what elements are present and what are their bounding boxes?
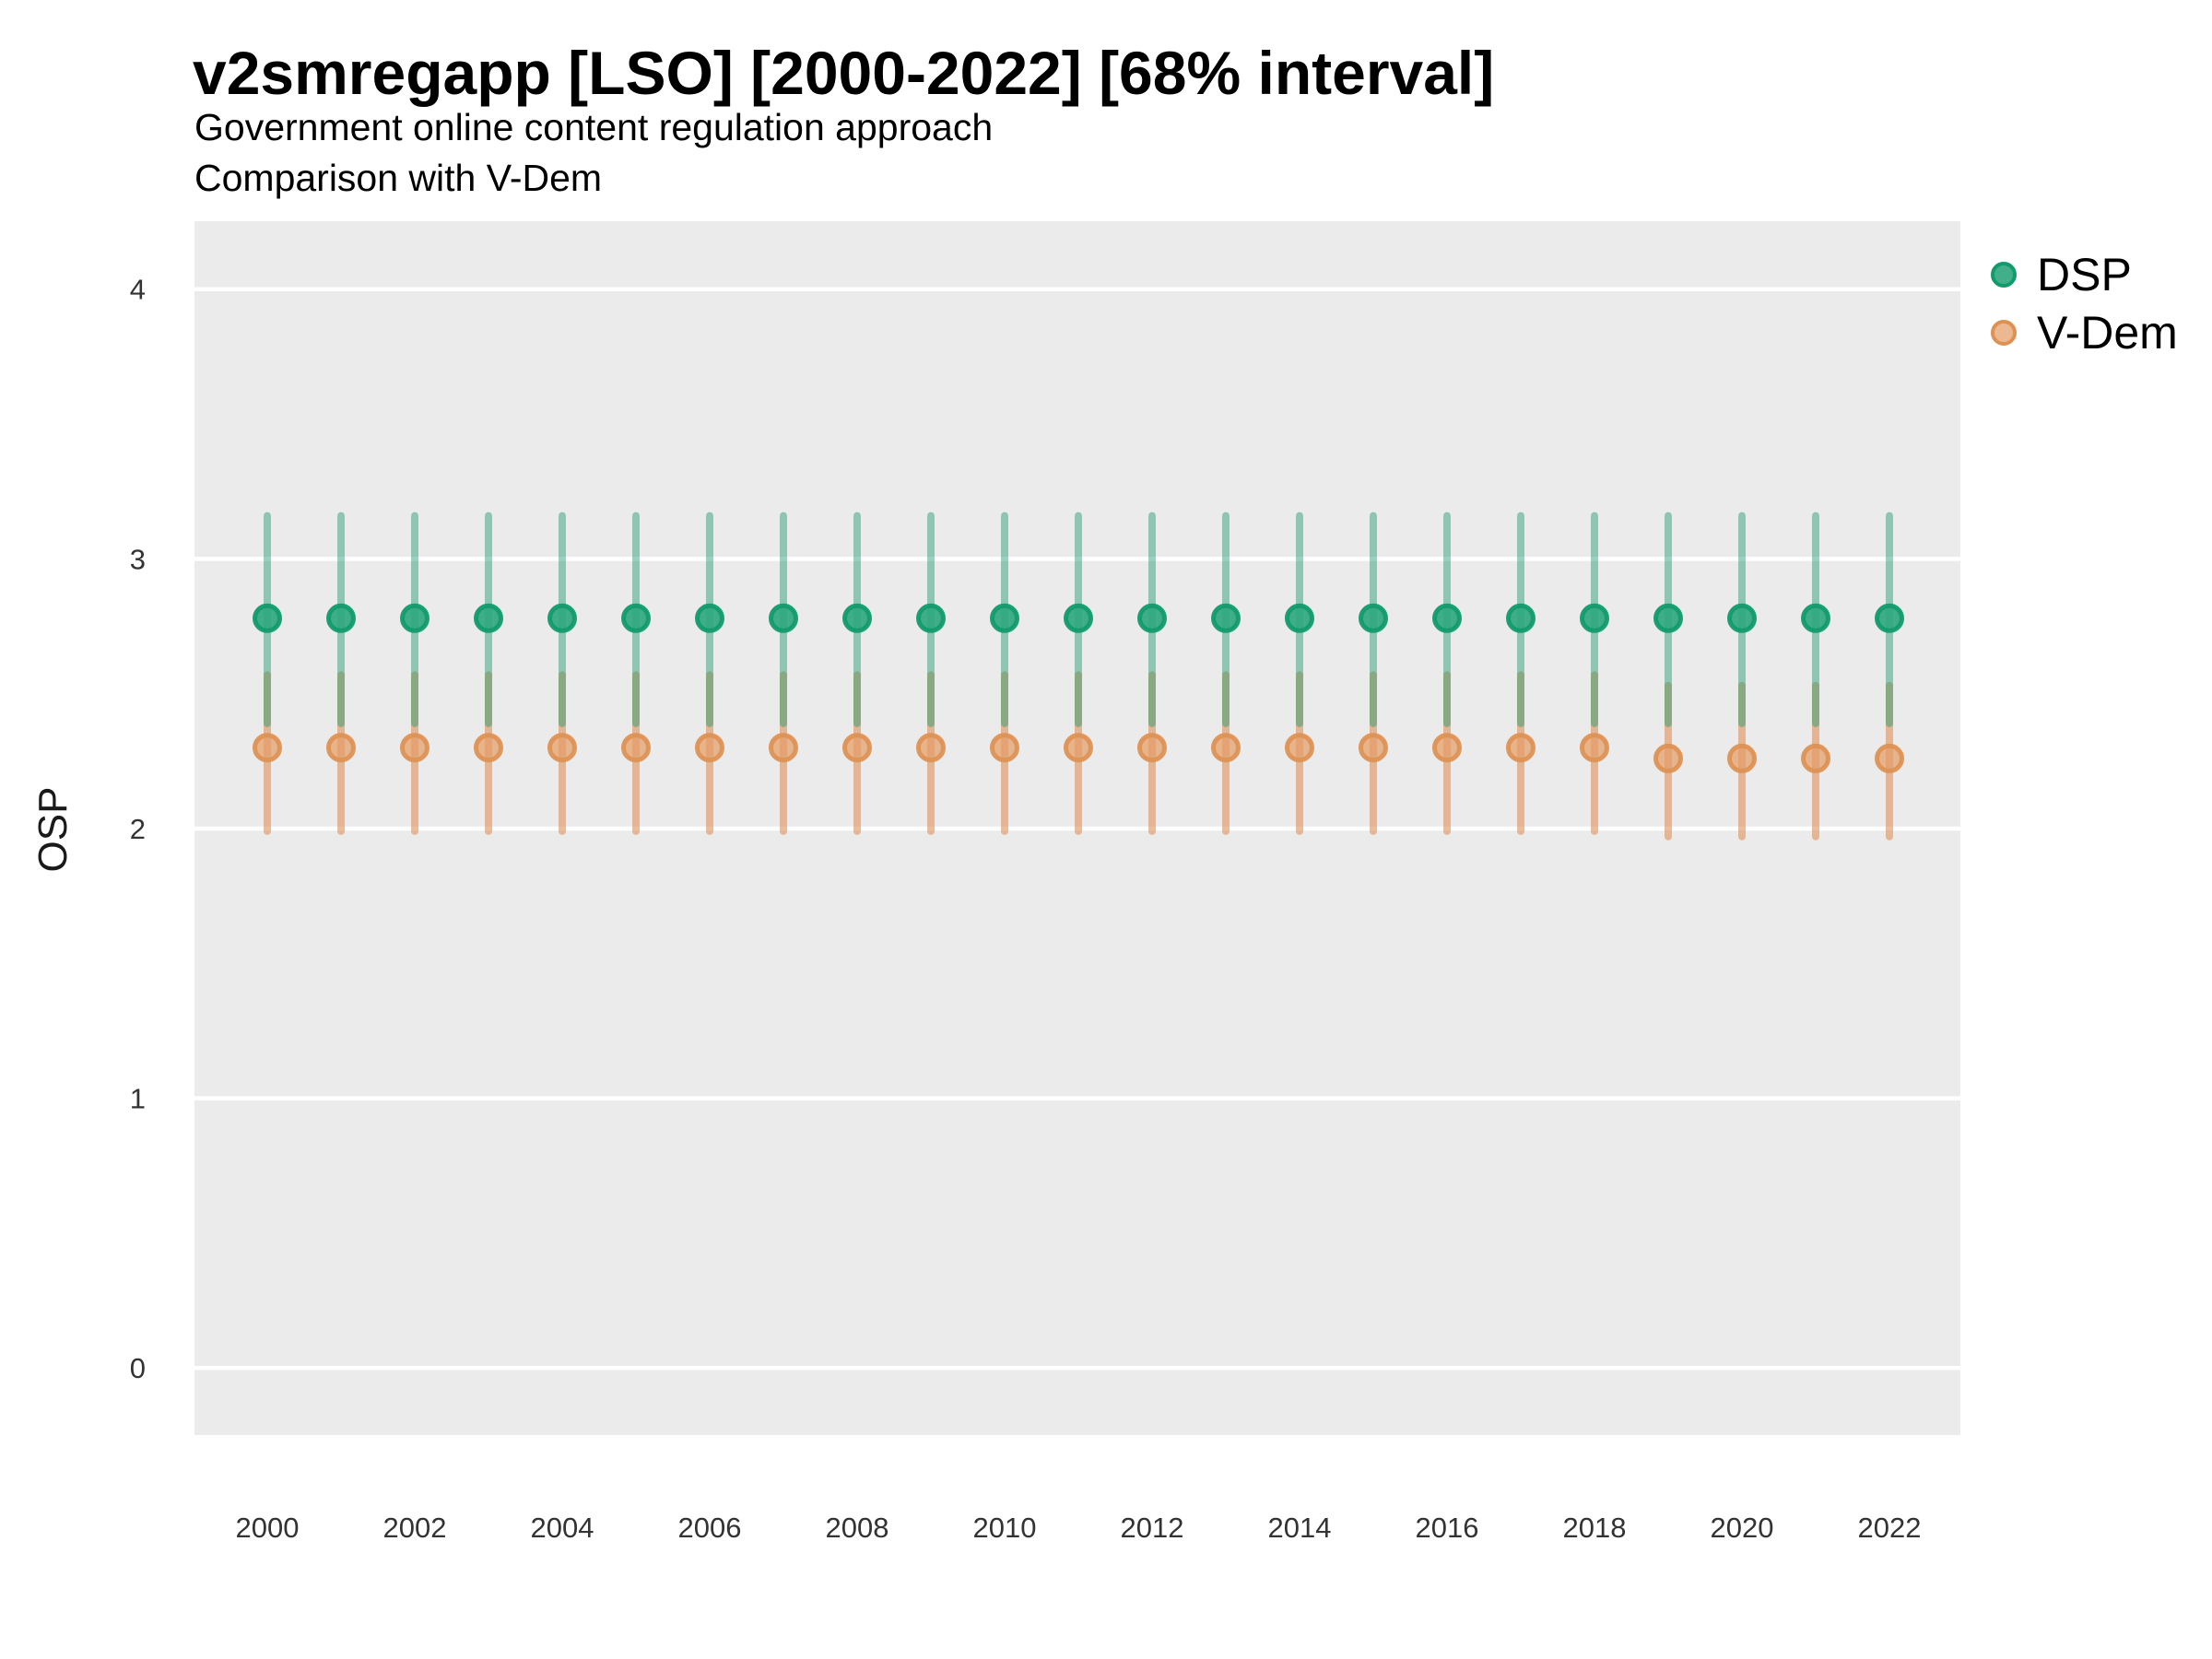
point-dsp-2016: [1432, 603, 1462, 633]
chart-subtitle-line1: Government online content regulation app…: [194, 106, 994, 148]
legend-label-dsp: DSP: [2037, 248, 2132, 300]
point-dsp-2015: [1359, 603, 1388, 633]
point-dsp-2020: [1727, 603, 1757, 633]
point-dsp-2021: [1801, 603, 1830, 633]
point-dsp-2004: [547, 603, 577, 633]
chart-subtitle-line2: Comparison with V-Dem: [194, 157, 603, 199]
point-v-dem-2012: [1137, 733, 1167, 763]
x-tick-label-2010: 2010: [973, 1512, 1037, 1544]
x-tick-label-2020: 2020: [1711, 1512, 1774, 1544]
y-tick-label-3: 3: [130, 543, 146, 575]
legend-label-vdem: V-Dem: [2037, 306, 2178, 359]
point-v-dem-2022: [1875, 743, 1904, 773]
point-v-dem-2011: [1064, 733, 1093, 763]
point-v-dem-2006: [695, 733, 724, 763]
point-dsp-2019: [1653, 603, 1683, 633]
x-tick-label-2018: 2018: [1563, 1512, 1627, 1544]
point-dsp-2007: [769, 603, 798, 633]
x-tick-label-2002: 2002: [383, 1512, 447, 1544]
point-dsp-2017: [1506, 603, 1535, 633]
point-v-dem-2003: [474, 733, 503, 763]
point-v-dem-2017: [1506, 733, 1535, 763]
point-v-dem-2016: [1432, 733, 1462, 763]
point-dsp-2012: [1137, 603, 1167, 633]
point-v-dem-2010: [990, 733, 1019, 763]
point-dsp-2011: [1064, 603, 1093, 633]
point-v-dem-2005: [621, 733, 651, 763]
point-dsp-2003: [474, 603, 503, 633]
point-dsp-2000: [253, 603, 282, 633]
x-tick-label-2016: 2016: [1416, 1512, 1479, 1544]
point-dsp-2010: [990, 603, 1019, 633]
point-dsp-2014: [1285, 603, 1314, 633]
point-v-dem-2002: [400, 733, 429, 763]
point-v-dem-2009: [916, 733, 946, 763]
point-dsp-2022: [1875, 603, 1904, 633]
x-tick-label-2006: 2006: [678, 1512, 742, 1544]
legend-item-dsp: DSP: [1991, 245, 2178, 303]
point-dsp-2009: [916, 603, 946, 633]
vdem-legend-dot-icon: [1991, 319, 2017, 346]
point-v-dem-2014: [1285, 733, 1314, 763]
y-tick-label-0: 0: [130, 1352, 146, 1384]
point-v-dem-2021: [1801, 743, 1830, 773]
point-dsp-2002: [400, 603, 429, 633]
point-v-dem-2004: [547, 733, 577, 763]
point-dsp-2001: [326, 603, 356, 633]
point-v-dem-2007: [769, 733, 798, 763]
dsp-legend-dot-icon: [1991, 261, 2017, 288]
point-dsp-2008: [842, 603, 872, 633]
point-v-dem-2015: [1359, 733, 1388, 763]
y-tick-label-4: 4: [130, 274, 146, 306]
point-dsp-2006: [695, 603, 724, 633]
x-tick-label-2008: 2008: [826, 1512, 889, 1544]
legend-item-vdem: V-Dem: [1991, 303, 2178, 361]
chart-title: v2smregapp [LSO] [2000-2022] [68% interv…: [193, 39, 1495, 107]
point-v-dem-2020: [1727, 743, 1757, 773]
point-v-dem-2019: [1653, 743, 1683, 773]
x-tick-label-2014: 2014: [1268, 1512, 1332, 1544]
x-tick-label-2000: 2000: [236, 1512, 300, 1544]
x-tick-label-2022: 2022: [1858, 1512, 1922, 1544]
y-tick-label-1: 1: [130, 1082, 146, 1114]
legend: DSP V-Dem: [1991, 245, 2178, 361]
point-dsp-2013: [1211, 603, 1241, 633]
point-v-dem-2001: [326, 733, 356, 763]
x-tick-label-2012: 2012: [1121, 1512, 1184, 1544]
point-v-dem-2013: [1211, 733, 1241, 763]
point-v-dem-2018: [1580, 733, 1609, 763]
point-v-dem-2008: [842, 733, 872, 763]
y-tick-label-2: 2: [130, 813, 146, 845]
point-dsp-2018: [1580, 603, 1609, 633]
point-dsp-2005: [621, 603, 651, 633]
point-v-dem-2000: [253, 733, 282, 763]
x-tick-label-2004: 2004: [531, 1512, 594, 1544]
